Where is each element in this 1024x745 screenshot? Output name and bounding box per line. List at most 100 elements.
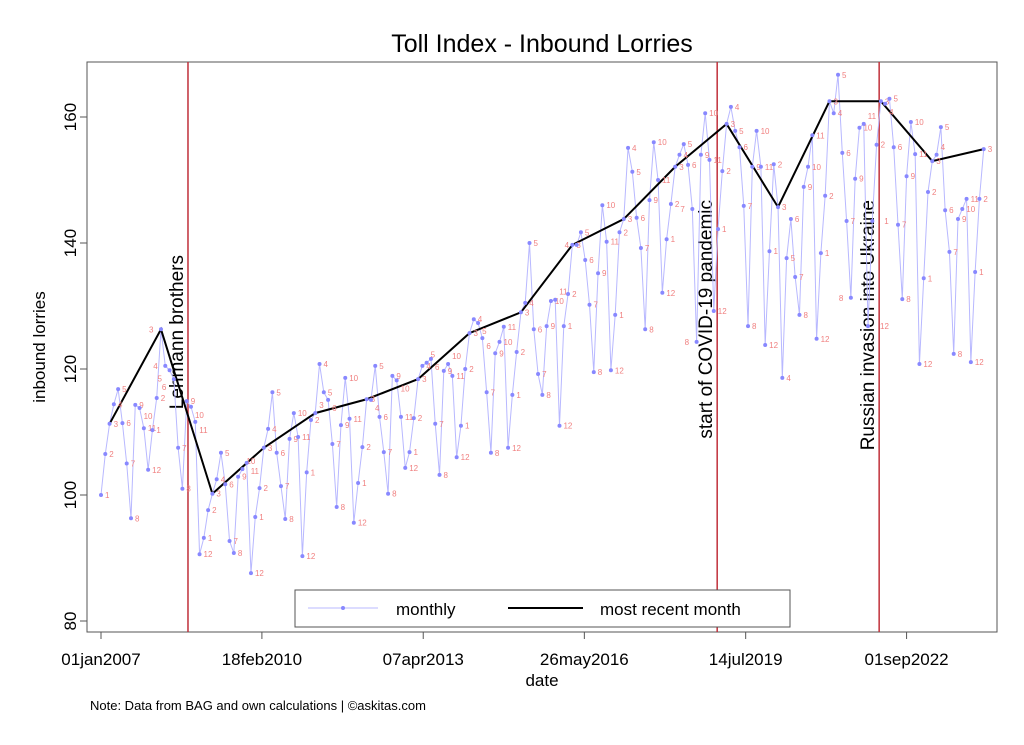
month-label: 1	[928, 274, 933, 283]
month-label: 6	[795, 215, 800, 224]
month-label: 11	[713, 156, 722, 165]
monthly-point	[454, 455, 459, 460]
month-label: 7	[388, 448, 393, 457]
month-label: 7	[542, 370, 547, 379]
monthly-point	[780, 375, 785, 380]
month-label: 12	[204, 550, 213, 559]
month-label: 10	[195, 411, 204, 420]
month-label: 3	[782, 203, 787, 212]
month-label: 8	[685, 338, 690, 347]
month-label: 3	[474, 329, 479, 338]
monthly-point	[283, 516, 288, 521]
monthly-point	[540, 392, 545, 397]
monthly-point	[711, 309, 716, 314]
monthly-point	[720, 169, 725, 174]
monthly-point	[716, 227, 721, 232]
month-label: 1	[208, 534, 213, 543]
month-label: 9	[962, 215, 967, 224]
monthly-point	[381, 450, 386, 455]
monthly-point	[308, 418, 313, 423]
monthly-point	[248, 571, 253, 576]
y-axis-label: inbound lorries	[30, 291, 49, 403]
monthly-point	[848, 295, 853, 300]
month-label: 11	[611, 238, 620, 247]
monthly-point	[176, 445, 181, 450]
y-tick-label: 160	[61, 103, 80, 131]
monthly-point	[956, 217, 960, 222]
monthly-point	[236, 474, 241, 479]
monthly-point	[857, 125, 862, 130]
month-label: 9	[551, 322, 556, 331]
monthly-point	[608, 368, 613, 373]
monthly-point	[651, 140, 656, 145]
month-label: 7	[234, 537, 239, 546]
monthly-point	[261, 445, 266, 450]
month-label: 7	[953, 248, 958, 257]
month-label: 7	[902, 221, 907, 230]
monthly-point	[943, 208, 948, 213]
monthly-point	[291, 411, 296, 416]
monthly-point	[724, 121, 729, 126]
monthly-point	[681, 142, 686, 147]
y-tick-label: 80	[61, 612, 80, 631]
monthly-point	[870, 218, 875, 223]
monthly-point	[531, 327, 536, 332]
month-label: 9	[191, 397, 196, 406]
month-label: 7	[439, 420, 444, 429]
month-label: 7	[336, 440, 341, 449]
month-label: 1	[979, 268, 984, 277]
monthly-point	[184, 399, 189, 404]
monthly-point	[197, 552, 202, 557]
month-label: 10	[298, 409, 307, 418]
monthly-point	[433, 421, 438, 426]
month-label: 1	[362, 479, 367, 488]
monthly-point	[604, 239, 609, 244]
monthly-point	[844, 218, 849, 223]
month-label: 10	[915, 118, 924, 127]
monthly-point	[561, 324, 566, 329]
month-label: 6	[538, 325, 543, 334]
monthly-point	[776, 205, 781, 210]
month-label: 12	[821, 335, 830, 344]
monthly-point	[973, 269, 978, 274]
month-label: 6	[589, 256, 594, 265]
month-label: 1	[259, 513, 264, 522]
month-label: 7	[851, 217, 856, 226]
monthly-point	[960, 206, 965, 211]
monthly-point	[904, 174, 909, 179]
legend: monthly most recent month	[294, 589, 791, 628]
monthly-point	[424, 360, 429, 365]
monthly-point	[921, 276, 926, 281]
monthly-point	[506, 445, 511, 450]
monthly-point	[386, 491, 391, 496]
month-label: 10	[863, 124, 872, 133]
month-label: 10	[504, 338, 513, 347]
month-label: 4	[632, 144, 637, 153]
monthly-point	[334, 504, 339, 509]
monthly-point	[158, 327, 163, 332]
month-label: 9	[294, 435, 299, 444]
month-label: 11	[456, 372, 465, 381]
monthly-point	[621, 217, 626, 222]
month-label: 9	[602, 269, 607, 278]
month-label: 3	[936, 157, 941, 166]
monthly-point	[403, 465, 408, 470]
monthly-point	[133, 402, 138, 407]
monthly-point	[458, 423, 463, 428]
monthly-point	[694, 339, 699, 344]
month-label: 1	[619, 311, 624, 320]
monthly-point	[746, 324, 751, 329]
chart-note: Note: Data from BAG and own calculations…	[90, 698, 426, 713]
month-label: 12	[255, 569, 264, 578]
month-label: 12	[923, 360, 932, 369]
monthly-point	[296, 435, 301, 440]
monthly-point	[223, 482, 228, 487]
monthly-point	[660, 290, 665, 295]
x-tick-label: 14jul2019	[709, 650, 783, 669]
month-label: 1	[156, 426, 161, 435]
x-tick-label: 01sep2022	[865, 650, 949, 669]
monthly-point	[981, 147, 986, 152]
month-label: 2	[315, 416, 320, 425]
monthly-point	[707, 157, 712, 162]
monthly-point	[321, 390, 326, 395]
